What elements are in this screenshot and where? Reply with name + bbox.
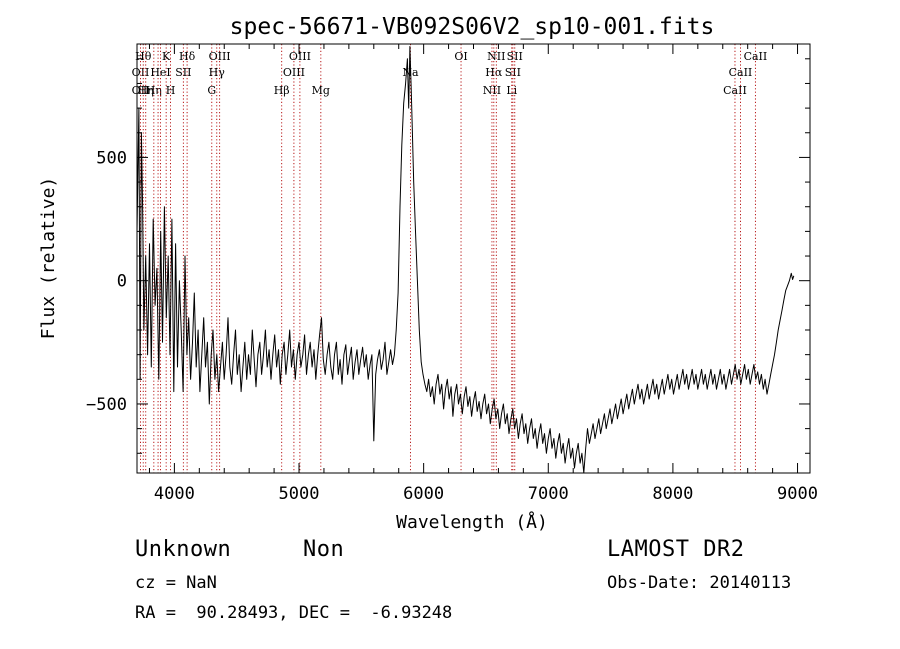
line-label: OIII (283, 66, 305, 79)
x-tick-label: 8000 (652, 484, 693, 504)
line-label: Hα (485, 66, 503, 79)
spectrum-chart: spec-56671-VB092S06V2_sp10-001.fits OIIO… (38, 14, 818, 533)
line-label: NII (483, 84, 501, 97)
axis-tick-labels: 4000 5000 6000 7000 8000 9000 −500 0 500 (86, 148, 818, 504)
line-label: NII (487, 50, 505, 63)
y-tick-label: 0 (117, 272, 127, 292)
line-label: Hβ (274, 84, 290, 97)
line-label: HeI (150, 66, 170, 79)
line-label: CaII (723, 84, 747, 97)
line-label: OII (132, 66, 150, 79)
object-subclass: Non (303, 537, 345, 562)
line-label: OIII (289, 50, 311, 63)
y-tick-label: −500 (86, 395, 127, 415)
observation-date: Obs-Date: 20140113 (607, 573, 792, 593)
line-label: G (207, 84, 216, 97)
line-label: Hθ (135, 50, 152, 63)
y-axis-label: Flux (relative) (38, 177, 59, 340)
line-label: K (162, 50, 171, 63)
redshift-cz: cz = NaN (135, 573, 217, 593)
y-tick-label: 500 (96, 148, 127, 168)
line-label: Mg (312, 84, 330, 97)
ra-dec: RA = 90.28493, DEC = -6.93248 (135, 603, 453, 623)
plot-frame (136, 43, 811, 474)
x-tick-label: 9000 (777, 484, 818, 504)
line-label: SII (507, 50, 523, 63)
line-label: Hη (138, 84, 154, 97)
line-label: OI (454, 50, 467, 63)
line-label: Li (506, 84, 517, 97)
line-label: OII (132, 84, 150, 97)
x-tick-label: 6000 (403, 484, 444, 504)
spectrum-layer (136, 46, 795, 474)
line-label: SII (175, 66, 191, 79)
spectrum-line (136, 46, 795, 474)
line-label: CaII (744, 50, 768, 63)
axis-ticks (137, 44, 810, 473)
x-axis-label: Wavelength (Å) (396, 511, 548, 533)
line-label: Hη (146, 84, 162, 97)
x-tick-label: 7000 (528, 484, 569, 504)
survey-name: LAMOST DR2 (607, 537, 745, 562)
line-label: CaII (729, 66, 753, 79)
line-label: Hγ (209, 66, 226, 79)
object-class: Unknown (135, 537, 232, 562)
line-label: SII (505, 66, 521, 79)
line-label: H (166, 84, 176, 97)
line-label: Hδ (179, 50, 196, 63)
x-tick-label: 5000 (279, 484, 320, 504)
chart-title: spec-56671-VB092S06V2_sp10-001.fits (230, 14, 715, 40)
line-label: OIII (209, 50, 231, 63)
x-tick-label: 4000 (154, 484, 195, 504)
